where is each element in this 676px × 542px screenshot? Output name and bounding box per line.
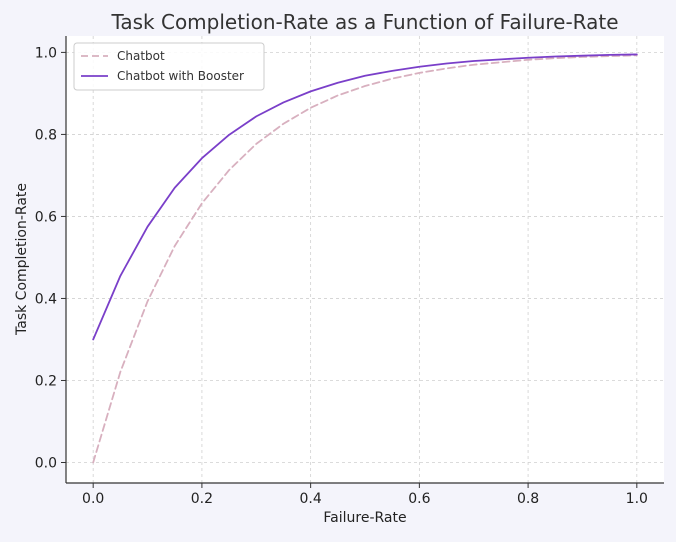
series-line-chatbot-with-booster — [92, 53, 638, 341]
y-tick-label: 0.2 — [35, 373, 57, 389]
chart-title: Task Completion-Rate as a Function of Fa… — [110, 10, 618, 34]
series-lines — [92, 53, 638, 464]
x-tick-label: 0.0 — [82, 491, 104, 507]
y-tick-label: 0.6 — [35, 209, 57, 225]
series-line-chatbot — [92, 54, 638, 464]
y-tick-label: 0.4 — [35, 291, 57, 307]
x-tick-label: 0.2 — [191, 491, 213, 507]
grid-lines — [66, 36, 664, 483]
legend: Chatbot Chatbot with Booster — [73, 42, 265, 91]
y-tick-label: 0.0 — [35, 455, 57, 471]
y-tick-label: 1.0 — [35, 45, 57, 61]
axes — [65, 36, 664, 484]
legend-label-chatbot-with-booster: Chatbot with Booster — [117, 69, 244, 83]
x-tick-label: 0.6 — [408, 491, 430, 507]
legend-label-chatbot: Chatbot — [117, 49, 165, 63]
x-axis-label: Failure-Rate — [323, 510, 406, 526]
y-tick-label: 0.8 — [35, 127, 57, 143]
x-tick-label: 0.4 — [300, 491, 322, 507]
y-axis-label: Task Completion-Rate — [14, 183, 30, 336]
plot-area — [66, 36, 664, 483]
x-tick-label: 1.0 — [626, 491, 648, 507]
ticks: 0.0 0.2 0.4 0.6 0.8 1.0 0.0 0.2 0.4 0.6 0.8 1.0 — [35, 45, 648, 507]
x-tick-label: 0.8 — [517, 491, 539, 507]
legend-box — [73, 42, 265, 91]
